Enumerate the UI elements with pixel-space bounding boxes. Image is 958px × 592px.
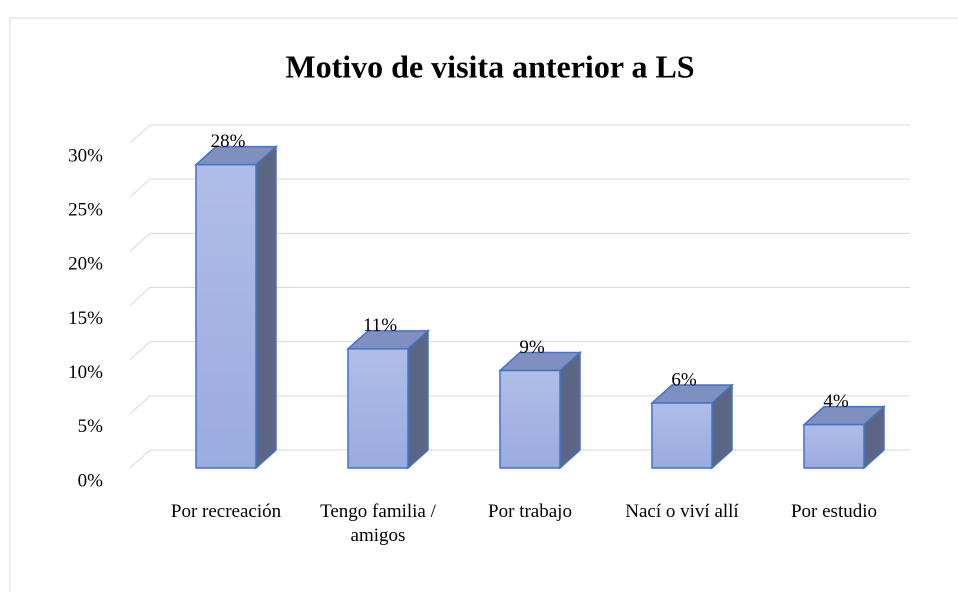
grid-line-side xyxy=(129,178,151,198)
value-label: 4% xyxy=(823,391,849,412)
value-label: 28% xyxy=(211,131,246,152)
bar xyxy=(651,402,713,469)
y-tick-label: 30% xyxy=(68,145,103,166)
value-label: 11% xyxy=(363,315,397,336)
chart-frame xyxy=(9,17,958,592)
grid-line-side xyxy=(129,341,151,361)
grid-line-side xyxy=(129,124,151,144)
chart-title: Motivo de visita anterior a LS xyxy=(285,48,694,84)
x-tick-label: Tengo familia / amigos xyxy=(320,501,436,546)
x-tick-label: Por trabajo xyxy=(488,501,572,522)
y-tick-label: 5% xyxy=(78,416,104,437)
y-tick-label: 25% xyxy=(68,200,103,221)
grid-line-side xyxy=(129,287,151,306)
x-tick-label: Por estudio xyxy=(790,501,878,522)
y-tick-label: 0% xyxy=(78,470,104,491)
bar xyxy=(195,163,257,469)
value-label: 6% xyxy=(671,369,697,390)
bar xyxy=(803,423,865,469)
bar xyxy=(499,369,561,469)
y-tick-label: 20% xyxy=(68,254,103,275)
y-tick-label: 10% xyxy=(68,362,103,383)
value-label: 9% xyxy=(519,337,545,358)
x-tick-label: Por recreación xyxy=(170,501,282,522)
bar-side xyxy=(407,329,429,470)
bar-side xyxy=(559,350,581,470)
grid-line-side xyxy=(129,232,151,252)
bar-side xyxy=(255,144,277,470)
x-tick-label: Nací o viví allí xyxy=(625,501,739,522)
grid-line-side xyxy=(129,395,151,415)
y-tick-label: 15% xyxy=(68,308,103,329)
bar xyxy=(347,348,409,469)
grid-line-side xyxy=(129,449,151,469)
